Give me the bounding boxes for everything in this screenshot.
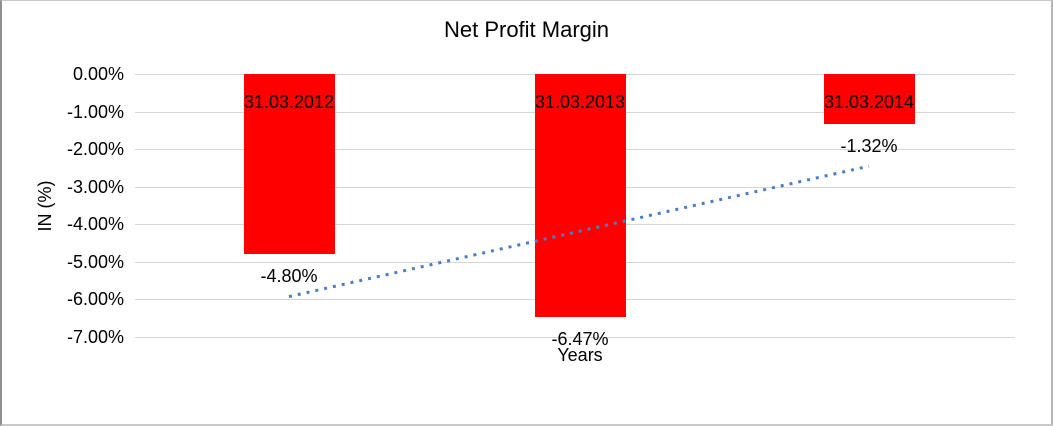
- chart-title: Net Profit Margin: [443, 17, 610, 42]
- bar: [823, 74, 915, 124]
- bar-value-label: -1.32%: [840, 135, 898, 156]
- y-tick-label: -4.00%: [66, 214, 124, 234]
- y-tick-label: 0.00%: [72, 64, 124, 84]
- y-tick-label: -5.00%: [66, 251, 124, 272]
- bar-category-label: 31.03.2012: [243, 92, 335, 112]
- y-tick-label: -6.00%: [66, 289, 124, 309]
- gridline: [135, 336, 1015, 338]
- x-axis-title: Years: [557, 345, 603, 365]
- bar-value-label: -4.80%: [260, 266, 318, 286]
- y-axis-title: IN (%): [35, 180, 55, 232]
- y-tick-label: -2.00%: [66, 139, 124, 159]
- y-tick-label: -7.00%: [66, 326, 124, 347]
- bar-category-label: 31.03.2014: [823, 92, 915, 112]
- y-tick-label: -1.00%: [66, 101, 124, 122]
- bar-category-label: 31.03.2013: [534, 92, 626, 112]
- y-tick-label: -3.00%: [66, 176, 124, 197]
- bar-value-label: -6.47%: [551, 328, 609, 349]
